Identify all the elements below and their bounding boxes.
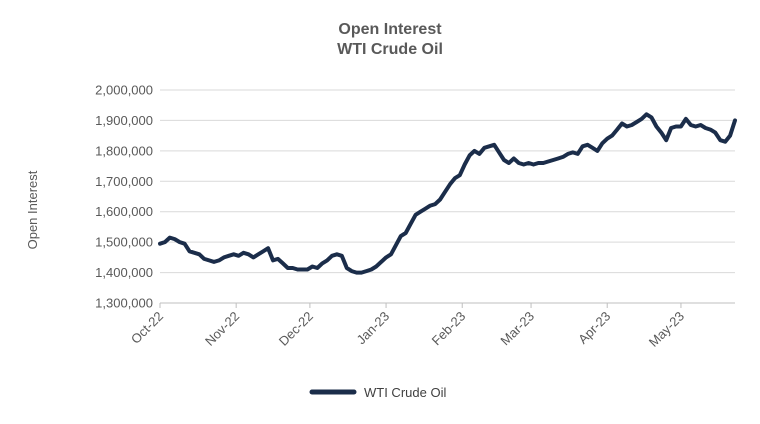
y-axis-title: Open Interest <box>25 170 40 249</box>
x-tick-label: Feb-23 <box>429 309 469 349</box>
chart-subtitle: WTI Crude Oil <box>337 41 443 58</box>
y-tick-label: 1,400,000 <box>95 265 153 280</box>
x-tick-label: Oct-22 <box>128 309 166 347</box>
x-axis: Oct-22 Nov-22 Dec-22 Jan-23 Feb-23 Mar-23 Apr-… <box>128 302 735 350</box>
y-tick-label: 1,600,000 <box>95 204 153 219</box>
y-tick-label: 1,800,000 <box>95 143 153 158</box>
y-tick-label: 2,000,000 <box>95 83 153 98</box>
x-tick-label: Jan-23 <box>353 309 392 348</box>
x-tick-label: Dec-22 <box>276 309 316 349</box>
legend-label: WTI Crude Oil <box>364 385 446 400</box>
y-tick-label: 1,500,000 <box>95 235 153 250</box>
y-tick-label: 1,700,000 <box>95 174 153 189</box>
series-line <box>158 112 737 275</box>
gridlines <box>160 89 735 274</box>
chart-title: Open Interest <box>338 21 442 38</box>
x-tick-label: Mar-23 <box>497 309 537 349</box>
y-axis: 1,300,000 1,400,000 1,500,000 1,600,000 1,70… <box>95 83 153 311</box>
y-tick-label: 1,300,000 <box>95 296 153 311</box>
legend: WTI Crude Oil <box>309 385 446 400</box>
series-layer <box>158 112 737 275</box>
x-tick-label: Apr-23 <box>575 309 613 347</box>
x-tick-label: Nov-22 <box>202 309 242 349</box>
x-tick-label: May-23 <box>646 309 687 350</box>
y-tick-label: 1,900,000 <box>95 113 153 128</box>
